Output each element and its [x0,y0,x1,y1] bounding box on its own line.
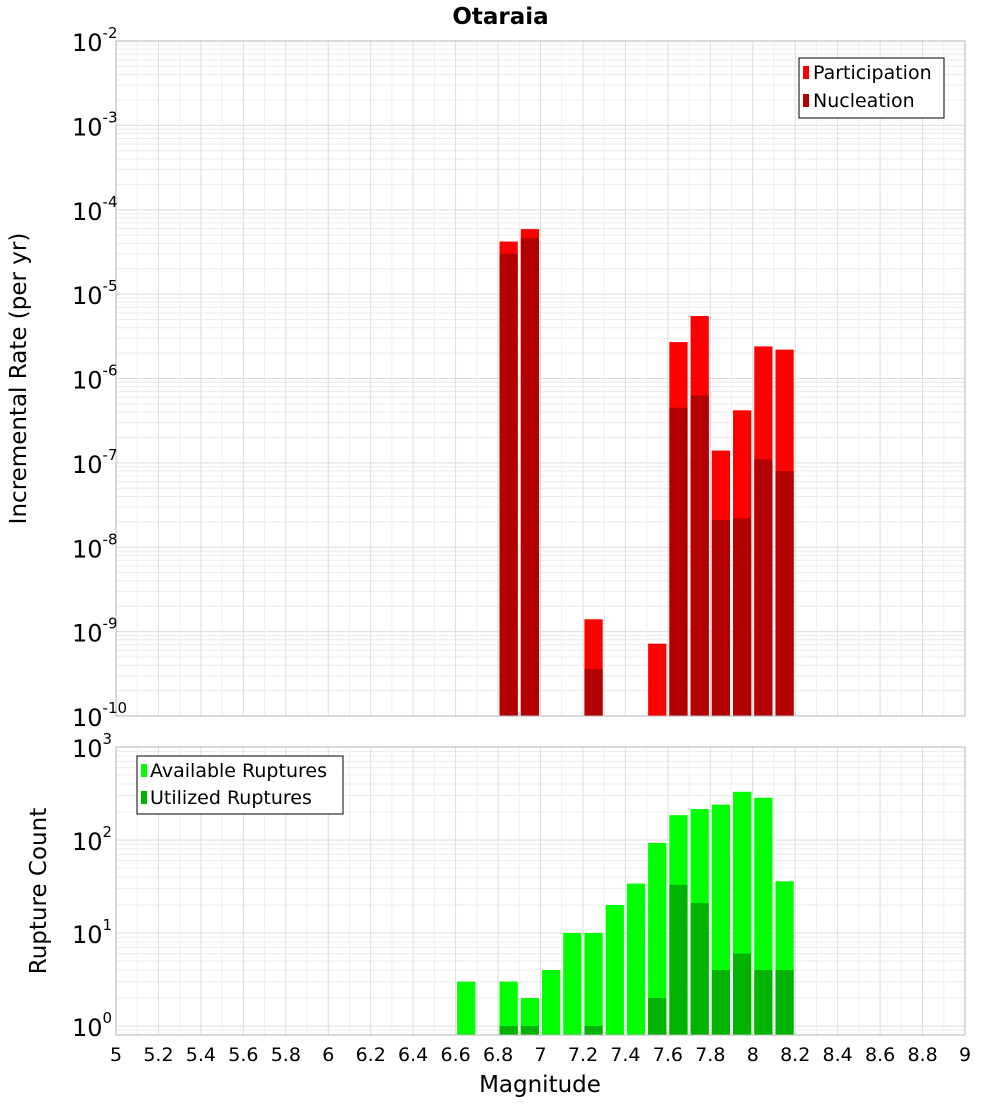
bar-utilized-ruptures-6-85 [499,1025,518,1035]
x-tick-label: 5 [110,1044,122,1066]
legend-label-nucleation: Nucleation [813,90,915,112]
count-panel: 100 101 102 103 5 5.2 5.4 5.6 5.8 6 6.2 6.4 6.6 6.8 7… [26,730,971,1098]
rate-legend: Participation Nucleation [798,57,945,119]
bar-utilized-ruptures-7-75 [690,903,709,1035]
bar-utilized-ruptures-8-05 [754,969,773,1035]
x-tick-label: 7.2 [568,1044,598,1066]
rate-y-axis-label: Incremental Rate (per yr) [6,233,32,525]
bar-nucleation-7-95 [733,518,752,716]
bar-utilized-ruptures-7-55 [648,997,667,1035]
x-axis-label: Magnitude [479,1072,601,1098]
y-tick-label: 10-6 [72,362,118,395]
x-tick-label: 8 [747,1044,759,1066]
legend-label-available-ruptures: Available Ruptures [150,760,327,782]
x-tick-label: 7.8 [695,1044,725,1066]
bar-utilized-ruptures-6-95 [520,1025,539,1035]
legend-swatch-participation [803,66,809,79]
x-tick-label: 7.6 [653,1044,683,1066]
x-tick-label: 5.8 [271,1044,301,1066]
x-tick-label: 8.8 [907,1044,937,1066]
bar-nucleation-8-15 [775,471,794,716]
y-tick-label: 10-10 [72,699,127,732]
legend-swatch-nucleation [803,94,809,107]
bar-utilized-ruptures-7-85 [711,969,731,1035]
bar-nucleation-7-65 [669,407,688,716]
count-legend-box [136,755,344,815]
bar-nucleation-6-85 [499,253,518,716]
y-tick-label: 100 [72,1009,112,1042]
x-tick-label: 8.6 [865,1044,895,1066]
bar-available-ruptures-6-65 [457,981,476,1035]
x-tick-label: 7 [534,1044,546,1066]
rate-y-tick-labels: 10-10 10-9 10-8 10-7 10-6 10-5 10-4 10-3 10-2 [72,24,127,732]
bar-available-ruptures-6-85 [499,981,518,1035]
legend-swatch-utilized-ruptures [141,791,147,804]
x-tick-label: 7.4 [610,1044,640,1066]
x-tick-label: 8.2 [780,1044,810,1066]
legend-swatch-available-ruptures [141,764,147,777]
bar-utilized-ruptures-8-15 [775,969,794,1035]
x-tick-label: 5.6 [228,1044,258,1066]
legend-label-utilized-ruptures: Utilized Ruptures [150,787,312,809]
bar-utilized-ruptures-7-65 [669,884,688,1035]
y-tick-label: 10-5 [72,277,118,310]
bar-nucleation-8-05 [754,459,773,716]
y-tick-label: 103 [72,730,112,763]
x-tick-label: 6.4 [398,1044,428,1066]
y-tick-label: 10-8 [72,530,118,563]
x-tick-label: 6.2 [356,1044,386,1066]
chart-title: Otaraia [452,4,548,30]
bar-available-ruptures-7-35 [605,904,624,1035]
bar-nucleation-7-85 [711,520,731,716]
x-tick-label: 6.8 [483,1044,513,1066]
y-tick-label: 10-2 [72,24,118,57]
rate-bars [499,229,794,717]
bar-available-ruptures-7-45 [626,883,646,1035]
legend-label-participation: Participation [813,62,932,84]
rate-legend-box [798,57,945,119]
x-tick-label: 5.4 [186,1044,216,1066]
bar-available-ruptures-7-05 [542,969,561,1035]
count-plot-frame [115,746,966,1036]
rate-panel: 10-10 10-9 10-8 10-7 10-6 10-5 10-4 10-3 10-2 Ot… [6,4,966,732]
rate-plot-frame [115,40,966,717]
bar-available-ruptures-6-95 [520,997,539,1035]
x-tick-label: 5.2 [143,1044,173,1066]
bar-utilized-ruptures-7-95 [733,953,752,1035]
y-tick-label: 10-3 [72,108,118,141]
x-tick-labels: 5 5.2 5.4 5.6 5.8 6 6.2 6.4 6.6 6.8 7 7.2 7.4 7.6 7.8 8… [110,1044,971,1066]
x-tick-label: 6.6 [440,1044,470,1066]
count-y-axis-label: Rupture Count [26,808,52,974]
y-tick-label: 10-9 [72,615,118,648]
x-tick-label: 6 [322,1044,334,1066]
y-tick-label: 101 [72,916,112,949]
y-tick-label: 10-4 [72,193,118,226]
x-tick-label: 8.4 [823,1044,853,1066]
bar-nucleation-6-95 [520,238,539,716]
bar-nucleation-7-25 [584,669,603,716]
bar-available-ruptures-7-15 [563,932,582,1035]
count-bars [457,791,794,1035]
y-tick-label: 102 [72,823,112,856]
bar-nucleation-7-75 [690,395,709,716]
bar-available-ruptures-7-25 [584,932,603,1035]
y-tick-label: 10-7 [72,446,118,479]
count-legend: Available Ruptures Utilized Ruptures [136,755,344,815]
x-tick-label: 9 [959,1044,971,1066]
rate-gridlines [115,41,966,717]
count-y-tick-labels: 100 101 102 103 [72,730,112,1042]
bar-available-ruptures-7-55 [648,842,667,1035]
bar-participation-7-55 [648,643,667,716]
bar-utilized-ruptures-7-25 [584,1025,603,1035]
